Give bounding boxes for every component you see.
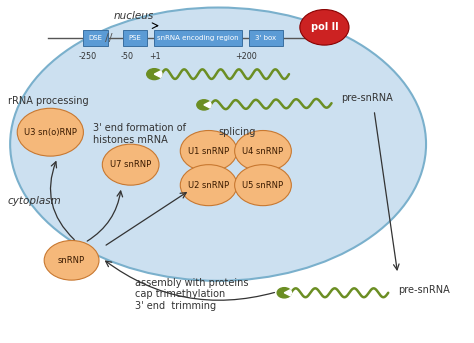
Circle shape [180, 130, 237, 172]
Text: splicing: splicing [218, 127, 255, 137]
Ellipse shape [10, 8, 426, 281]
Text: assembly with proteins
cap trimethylation
3' end  trimming: assembly with proteins cap trimethylatio… [136, 278, 249, 311]
Text: snRNA encoding region: snRNA encoding region [157, 35, 239, 41]
Text: PSE: PSE [128, 35, 141, 41]
Circle shape [197, 100, 211, 110]
Wedge shape [204, 102, 211, 108]
Text: -50: -50 [121, 52, 134, 61]
FancyBboxPatch shape [249, 30, 283, 46]
FancyBboxPatch shape [83, 30, 108, 46]
Text: pol II: pol II [310, 22, 338, 32]
Circle shape [180, 165, 237, 206]
Circle shape [102, 144, 159, 185]
Text: U5 snRNP: U5 snRNP [242, 181, 283, 190]
FancyBboxPatch shape [155, 30, 242, 46]
Wedge shape [284, 290, 292, 296]
Text: U7 snRNP: U7 snRNP [110, 160, 151, 169]
Text: U1 snRNP: U1 snRNP [188, 146, 229, 155]
Text: nucleus: nucleus [114, 11, 155, 22]
Text: cytoplasm: cytoplasm [8, 196, 62, 206]
Text: pre-snRNA: pre-snRNA [341, 93, 393, 103]
Text: U2 snRNP: U2 snRNP [188, 181, 229, 190]
Circle shape [277, 288, 292, 298]
FancyBboxPatch shape [123, 30, 147, 46]
Circle shape [300, 10, 349, 45]
Text: +200: +200 [236, 52, 257, 61]
Text: pre-snRNA: pre-snRNA [398, 285, 449, 295]
Text: U4 snRNP: U4 snRNP [242, 146, 283, 155]
Circle shape [17, 108, 83, 156]
Text: 3' box: 3' box [255, 35, 276, 41]
Text: snRNP: snRNP [58, 256, 85, 265]
Text: DSE: DSE [89, 35, 103, 41]
Circle shape [235, 130, 292, 172]
Text: 3' end formation of
histones mRNA: 3' end formation of histones mRNA [93, 123, 186, 145]
Circle shape [44, 240, 99, 280]
Text: +1: +1 [149, 52, 161, 61]
Circle shape [147, 69, 162, 80]
Wedge shape [155, 71, 162, 77]
Text: U3 sn(o)RNP: U3 sn(o)RNP [24, 128, 77, 137]
Text: rRNA processing: rRNA processing [8, 96, 89, 106]
Text: //: // [105, 33, 112, 43]
Circle shape [235, 165, 292, 206]
Text: -250: -250 [79, 52, 97, 61]
